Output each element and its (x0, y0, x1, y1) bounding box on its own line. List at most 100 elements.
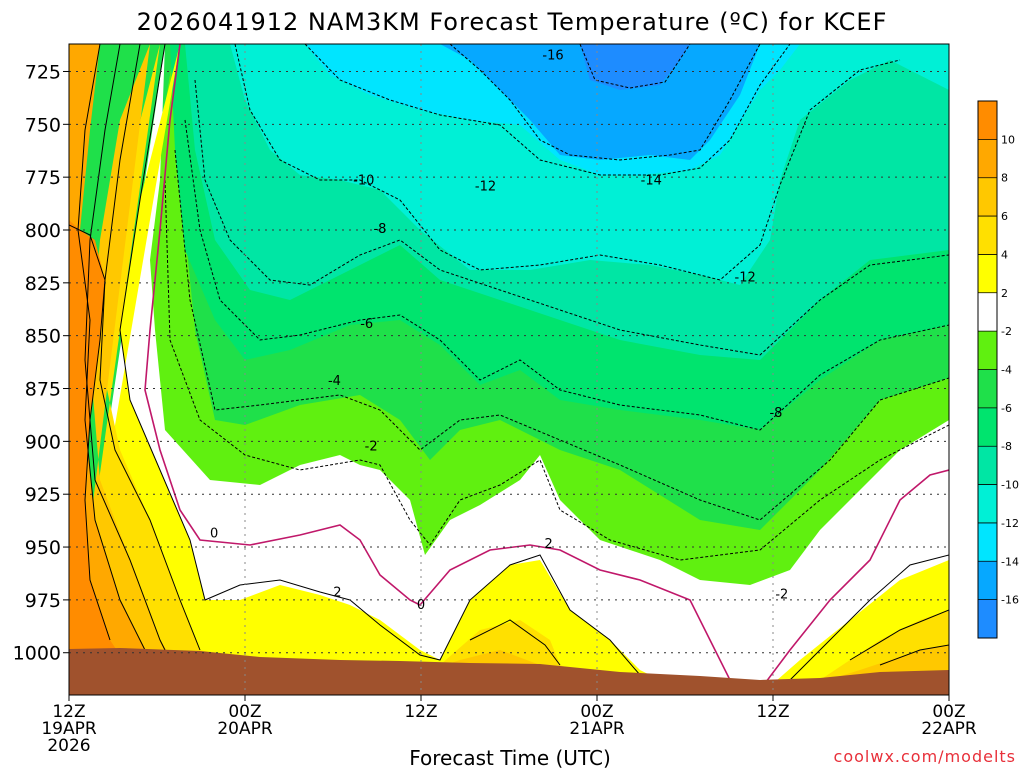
colorbar-segment (978, 522, 997, 562)
contour-label-text: -12 (735, 271, 756, 286)
contour-label: -8 (769, 406, 782, 421)
y-tick-label: 925 (25, 484, 61, 506)
isotherm-minus12-line (304, 44, 791, 176)
y-tick-label: 875 (25, 379, 61, 401)
y-tick-label: 725 (25, 61, 61, 83)
contour-label-text: 2 (333, 585, 341, 600)
x-tick-label: 12Z (756, 702, 789, 722)
contour-labels: -16 -14 -12 -12 -10 -8 -8 -6 -4 -2 -2 0 0 2 2 (210, 49, 788, 614)
field-region-plus4 (69, 44, 949, 695)
ground-region (69, 648, 949, 695)
plot-area (69, 44, 949, 695)
colorbar-tick-label: -14 (1001, 555, 1019, 568)
isotherm-plus4-line (99, 44, 949, 666)
contour-label-text: -14 (641, 173, 662, 188)
contour-label-text: -8 (373, 222, 386, 237)
negative-isotherms (164, 44, 949, 561)
x-tick-label: 2026 (47, 736, 90, 756)
colorbar-segment (978, 407, 997, 447)
colorbar-segment (978, 331, 997, 370)
colorbar-tick-label: 6 (1001, 210, 1008, 223)
x-tick-label: 20APR (217, 719, 273, 739)
isotherm-minus2-line (164, 179, 949, 561)
x-tick-label: 00Z (228, 702, 261, 722)
y-tick-label: 1000 (13, 643, 61, 665)
colorbar-tick-label: 8 (1001, 172, 1008, 185)
isotherm-minus8-line (194, 79, 949, 356)
contour-label-text: -4 (328, 374, 341, 389)
contour-label: 2 (544, 537, 552, 552)
x-tick-label: 12Z (52, 702, 85, 722)
contour-label: -14 (641, 173, 662, 188)
colorbar-segment (978, 446, 997, 485)
isotherm-0-line (144, 44, 949, 691)
contour-label-text: 0 (210, 526, 218, 541)
y-tick-label: 825 (25, 273, 61, 295)
colorbar-tick-label: -6 (1001, 402, 1012, 415)
x-tick-label: 19APR (41, 719, 97, 739)
x-tick-label: 22APR (921, 719, 977, 739)
contour-label-text: 0 (417, 598, 425, 613)
x-axis-label: Forecast Time (UTC) (409, 746, 611, 768)
x-tick-label: 00Z (932, 702, 965, 722)
colorbar-tick-label: -12 (1001, 517, 1019, 530)
contour-label: -2 (365, 440, 378, 455)
contour-label-text: -8 (769, 406, 782, 421)
field-region-plus10 (69, 220, 130, 680)
colorbar-segment (978, 216, 997, 255)
y-tick-label: 800 (25, 220, 61, 242)
contour-label: -16 (542, 49, 563, 64)
colorbar-segment (978, 101, 997, 140)
colorbar-tick-label: -4 (1001, 364, 1012, 377)
x-tick-label: 21APR (569, 719, 625, 739)
contour-label: -2 (775, 588, 788, 603)
contour-label-text: 2 (544, 537, 552, 552)
colorbar-segment (978, 599, 997, 638)
contour-label: -12 (735, 271, 756, 286)
colorbar-segment (978, 292, 997, 332)
colorbar-segment (978, 369, 997, 408)
colorbar-segment (978, 484, 997, 523)
y-axis: 725 750 775 800 825 850 875 900 925 950 975 1000 (13, 61, 69, 665)
colorbar-tick-label: -10 (1001, 479, 1019, 492)
contour-label-text: -10 (353, 173, 374, 188)
contour-label: 2 (333, 585, 341, 600)
isotherm-minus4-line (174, 149, 949, 521)
contour-label: 0 (210, 526, 218, 541)
x-tick-label: 12Z (404, 702, 437, 722)
y-tick-label: 975 (25, 590, 61, 612)
colorbar-tick-label: 4 (1001, 248, 1008, 261)
contour-label-text: -2 (775, 588, 788, 603)
contour-label: -10 (353, 173, 374, 188)
contour-label: -4 (328, 374, 341, 389)
field-region-minus14 (440, 44, 760, 160)
colorbar-tick-label: -8 (1001, 440, 1012, 453)
contour-label: 0 (417, 598, 425, 613)
field-region-minus16 (580, 44, 690, 90)
y-tick-label: 750 (25, 114, 61, 136)
colorbar-segment (978, 177, 997, 217)
isotherm-minus14-line (449, 44, 761, 161)
colorbar-segment (978, 254, 997, 293)
x-tick-label: 00Z (580, 702, 613, 722)
colorbar: -16 -14 -12 -10 -8 -6 -4 -2 2 4 6 8 10 (977, 100, 1019, 639)
contour-label: -12 (475, 180, 496, 195)
contour-label-text: -12 (475, 180, 496, 195)
isotherm-plus8-line (77, 44, 151, 661)
contour-label: -6 (360, 317, 373, 332)
isotherm-minus6-line (184, 119, 949, 431)
colorbar-tick-label: 2 (1001, 287, 1008, 300)
contour-label-text: -2 (365, 440, 378, 455)
y-tick-label: 900 (25, 431, 61, 453)
colorbar-tick-label: -2 (1001, 325, 1012, 338)
credit-text: coolwx.com/modelts (834, 747, 1016, 766)
field-region-plus8 (69, 44, 180, 695)
contour-label-text: -6 (360, 317, 373, 332)
colorbar-tick-label: -16 (1001, 594, 1019, 607)
y-tick-label: 850 (25, 326, 61, 348)
colorbar-tick-label: 10 (1001, 133, 1015, 146)
colorbar-segment (978, 561, 997, 600)
isotherm-minus16-line (579, 44, 691, 89)
